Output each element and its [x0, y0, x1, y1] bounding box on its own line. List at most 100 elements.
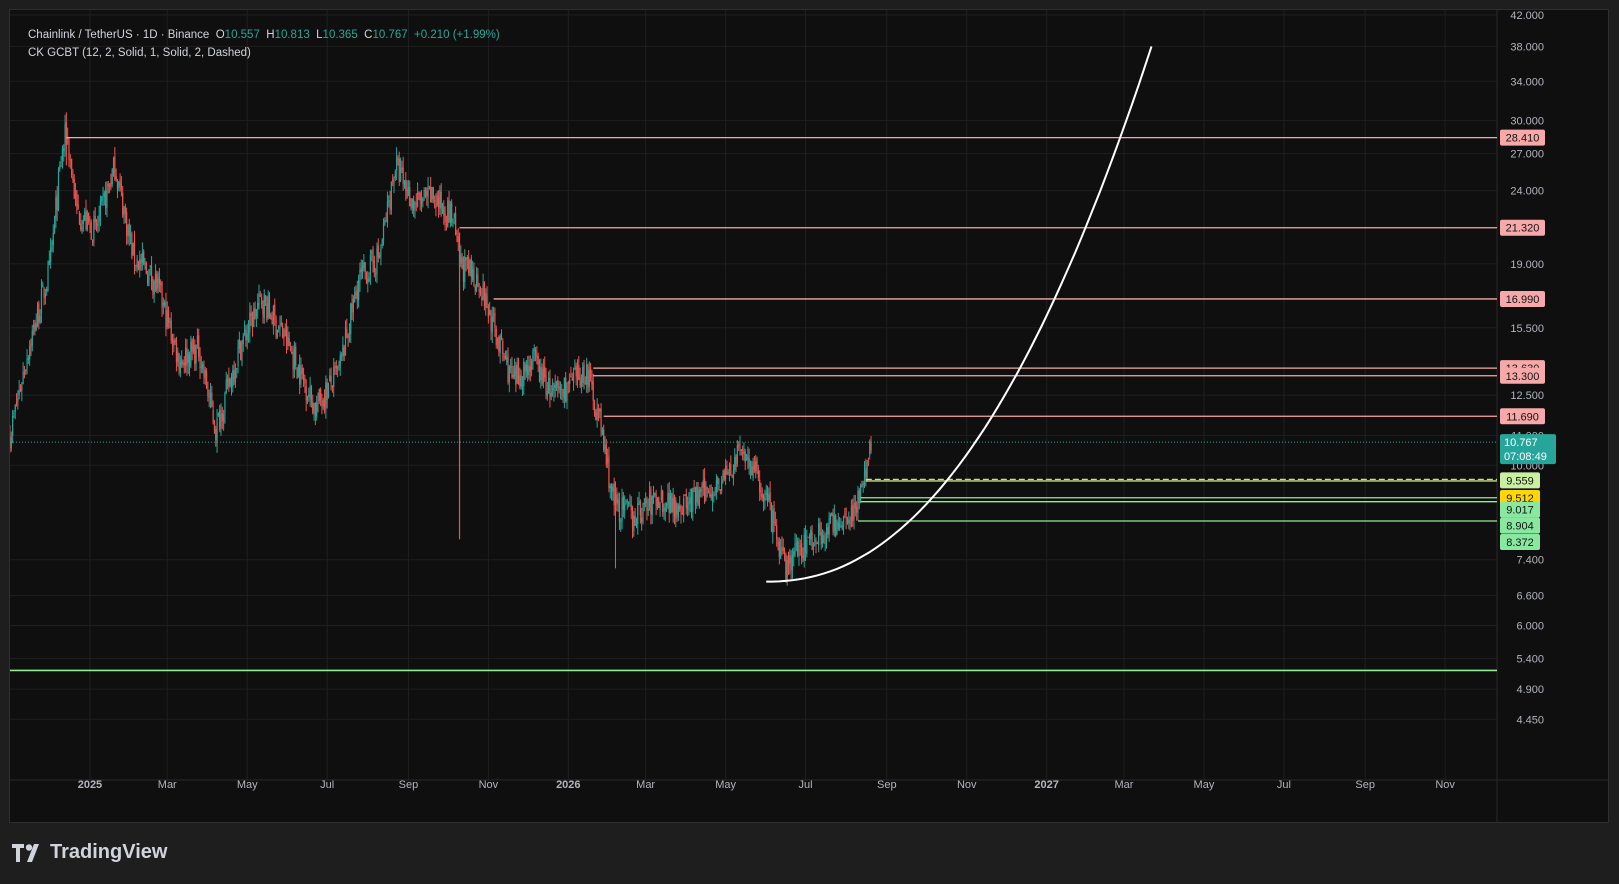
candle-body: [481, 296, 483, 301]
candle-body: [270, 314, 272, 320]
candle-body: [358, 280, 360, 301]
candle-body: [820, 532, 822, 545]
candle-body: [742, 452, 744, 455]
candle-body: [756, 458, 758, 471]
candle-body: [803, 534, 805, 561]
candle-body: [439, 190, 441, 209]
candle-body: [262, 304, 264, 315]
candle-body: [205, 371, 208, 389]
candle-body: [384, 220, 386, 225]
support-label: 8.372: [1506, 537, 1534, 549]
candle-body: [389, 200, 391, 210]
candle-body: [774, 521, 776, 523]
candle-body: [517, 361, 520, 385]
candle-body: [546, 390, 548, 397]
candle-body: [489, 310, 491, 316]
candle-body: [478, 289, 480, 292]
candle-body: [407, 187, 410, 196]
candle-body: [787, 557, 790, 566]
candle-body: [491, 316, 493, 333]
candle-body: [233, 369, 235, 381]
candle-body: [730, 463, 732, 475]
candle-body: [508, 366, 510, 383]
candle-body: [558, 386, 560, 391]
y-tick-label: 42.000: [1510, 10, 1544, 22]
candle-body: [287, 334, 289, 347]
candle-body: [107, 183, 109, 187]
candle-body: [646, 499, 648, 511]
candle-body: [61, 148, 64, 161]
candle-body: [394, 171, 396, 179]
brand[interactable]: TradingView: [12, 841, 167, 864]
candle-body: [122, 192, 124, 216]
candle-body: [26, 359, 28, 369]
x-tick-label: Sep: [1355, 779, 1375, 791]
symbol-name[interactable]: Chainlink / TetherUS · 1D · Binance: [28, 29, 210, 41]
candle-body: [707, 490, 710, 494]
candle-body: [21, 385, 23, 391]
candle-body: [627, 501, 630, 504]
candle-body: [494, 312, 496, 328]
candle-body: [254, 307, 256, 320]
candle-body: [70, 158, 73, 175]
candle-body: [776, 525, 778, 539]
candle-body: [713, 494, 715, 496]
candle-body: [72, 176, 74, 180]
candle-body: [10, 437, 12, 449]
candle-body: [182, 361, 184, 364]
resistance-label: 21.320: [1506, 223, 1540, 235]
candle-body: [297, 366, 299, 378]
chart-frame: 42.000 38.000 34.000 30.000 27.000 24.000 19.0…: [9, 9, 1609, 823]
candle-body: [103, 193, 105, 197]
candle-body: [600, 408, 602, 432]
y-tick-label: 6.000: [1516, 621, 1544, 633]
candle-body: [153, 281, 155, 295]
candle-body: [651, 496, 653, 516]
candle-body: [849, 522, 851, 524]
candle-body: [339, 355, 341, 367]
candle-body: [850, 506, 853, 526]
candle-body: [50, 248, 52, 263]
price-chart[interactable]: 42.000 38.000 34.000 30.000 27.000 24.000 19.0…: [10, 10, 1608, 822]
candle-body: [610, 485, 613, 492]
candle-body: [204, 370, 206, 379]
candle-body: [745, 457, 748, 461]
candle-body: [802, 555, 804, 559]
candle-body: [112, 158, 115, 173]
candle-body: [423, 190, 425, 198]
candle-body: [812, 543, 814, 551]
candle-body: [267, 296, 269, 318]
resistance-label: 28.410: [1506, 133, 1540, 145]
candle-body: [415, 203, 417, 205]
indicator-line[interactable]: CK GCBT (12, 2, Solid, 1, Solid, 2, Dash…: [28, 47, 251, 59]
candle-body: [794, 543, 796, 555]
candle-body: [144, 262, 146, 264]
candle-body: [865, 468, 867, 478]
resistance-label: 13.300: [1506, 371, 1540, 383]
candle-body: [22, 371, 24, 384]
candle-body: [150, 266, 153, 282]
y-tick-label: 19.000: [1510, 259, 1544, 271]
candle-body: [464, 256, 466, 283]
candle-body: [810, 530, 812, 540]
candle-body: [118, 182, 120, 188]
candle-body: [132, 243, 134, 256]
candle-body: [285, 326, 288, 346]
candle-body: [694, 488, 697, 505]
candle-body: [396, 157, 398, 171]
candle-body: [82, 219, 84, 225]
candle-body: [757, 470, 759, 478]
candle-body: [377, 245, 379, 258]
candle-body: [496, 338, 499, 347]
candle-body: [258, 292, 260, 306]
candle-body: [325, 382, 327, 410]
candle-body: [660, 490, 662, 501]
candle-body: [603, 429, 605, 450]
candle-body: [513, 368, 516, 377]
candle-body: [845, 517, 847, 519]
candle-body: [867, 457, 870, 459]
candle-body: [597, 410, 600, 412]
candle-body: [109, 185, 111, 187]
candle-body: [145, 262, 147, 274]
y-tick-label: 30.000: [1510, 116, 1544, 128]
